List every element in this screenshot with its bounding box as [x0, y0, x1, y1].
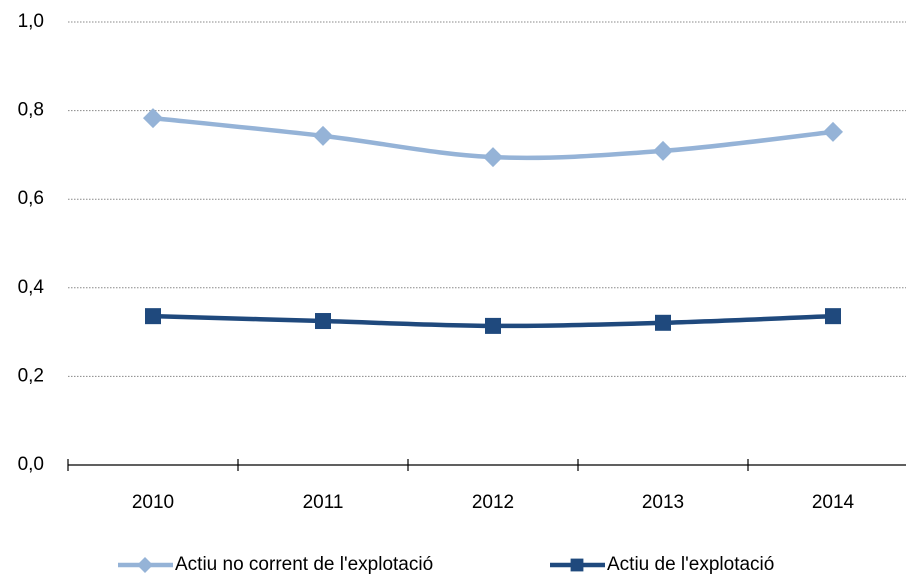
marker: [825, 308, 841, 325]
x-tick-label: 2013: [642, 492, 684, 513]
marker: [823, 121, 843, 142]
marker: [655, 314, 671, 331]
y-tick-label: 0,8: [18, 100, 44, 121]
y-tick-label: 1,0: [18, 11, 44, 32]
marker: [653, 140, 673, 161]
marker: [145, 308, 161, 325]
marker: [313, 125, 333, 146]
y-tick-label: 0,4: [18, 277, 45, 298]
legend-label: Actiu no corrent de l'explotació: [175, 554, 433, 575]
legend-marker: [570, 558, 584, 572]
x-tick-label: 2014: [812, 492, 855, 513]
legend-marker: [137, 557, 153, 573]
x-tick-label: 2010: [132, 492, 174, 513]
y-tick-label: 0,2: [18, 365, 44, 386]
x-tick-label: 2012: [472, 492, 514, 513]
x-tick-label: 2011: [303, 492, 344, 513]
marker: [143, 108, 163, 129]
marker: [315, 313, 331, 330]
marker: [483, 147, 503, 168]
y-tick-label: 0,0: [18, 454, 44, 475]
y-tick-label: 0,6: [18, 188, 44, 209]
marker: [485, 317, 501, 334]
legend-label: Actiu de l'explotació: [607, 554, 774, 575]
